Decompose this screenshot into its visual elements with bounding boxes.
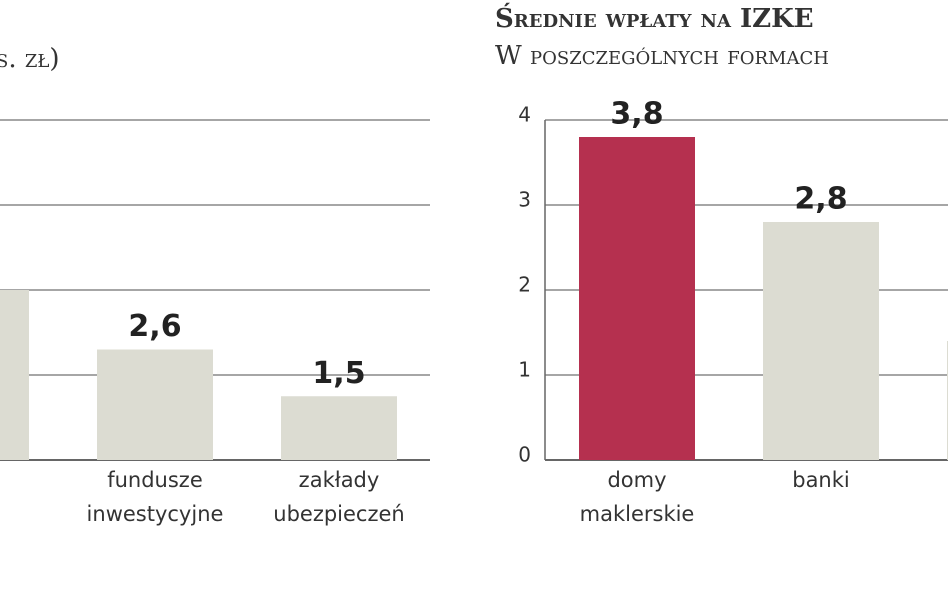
x-tick-label: zakłady bbox=[299, 468, 380, 492]
value-label: 2,6 bbox=[128, 309, 181, 344]
chart-title: Średnie wpłaty na IZKE bbox=[495, 2, 814, 34]
value-label: 1,5 bbox=[312, 356, 365, 391]
chart-subtitle: W poszczególnych formach bbox=[495, 41, 829, 71]
bar bbox=[0, 290, 29, 460]
bar bbox=[281, 396, 397, 460]
bar bbox=[97, 349, 213, 460]
y-tick-label: 3 bbox=[518, 188, 531, 212]
y-tick-label: 4 bbox=[518, 103, 531, 127]
y-tick-label: 0 bbox=[518, 443, 531, 467]
x-tick-label: ubezpieczeń bbox=[273, 502, 404, 526]
x-tick-label: domy bbox=[607, 468, 666, 492]
value-label: 2,8 bbox=[794, 182, 847, 217]
bar bbox=[763, 222, 879, 460]
bar bbox=[579, 137, 695, 460]
y-tick-label: 1 bbox=[518, 358, 531, 382]
x-tick-label: inwestycyjne bbox=[87, 502, 224, 526]
x-tick-label: fundusze bbox=[107, 468, 203, 492]
chart-title: s. zł) bbox=[0, 44, 60, 74]
x-tick-label: maklerskie bbox=[580, 502, 695, 526]
x-tick-label: banki bbox=[792, 468, 850, 492]
value-label: 3,8 bbox=[610, 97, 663, 132]
y-tick-label: 2 bbox=[518, 273, 531, 297]
